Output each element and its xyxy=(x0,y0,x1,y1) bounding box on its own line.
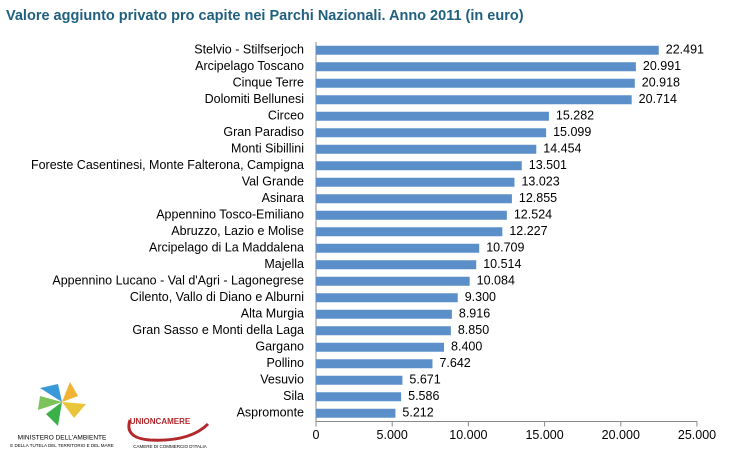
x-tick-label: 15.000 xyxy=(525,428,563,442)
logo-text: CAMERE DI COMMERCIO D'ITALIA xyxy=(133,444,207,449)
y-tick-label: Stelvio - Stilfserjoch xyxy=(194,43,304,57)
y-tick-label: Asinara xyxy=(262,191,304,205)
value-label: 15.099 xyxy=(553,125,591,139)
value-label: 13.501 xyxy=(529,158,567,172)
y-tick-label: Cilento, Vallo di Diano e Alburni xyxy=(130,290,304,304)
bar xyxy=(316,342,445,352)
bar xyxy=(316,111,549,121)
value-label: 12.524 xyxy=(514,208,552,222)
value-label: 13.023 xyxy=(521,175,559,189)
ministry-logo: MINISTERO DELL'AMBIENTE E DELLA TUTELA D… xyxy=(10,382,114,448)
bar xyxy=(316,161,522,171)
logo-shape xyxy=(40,384,62,402)
y-tick-label: Cinque Terre xyxy=(233,76,304,90)
logo-shape xyxy=(127,419,210,442)
y-tick-label: Monti Sibillini xyxy=(231,142,304,156)
bar xyxy=(316,95,632,105)
y-tick-label: Gran Paradiso xyxy=(223,125,304,139)
x-tick-label: 5.000 xyxy=(377,428,408,442)
y-tick-label: Arcipelago Toscano xyxy=(195,59,304,73)
bar xyxy=(316,392,402,402)
x-tick-label: 25.000 xyxy=(678,428,716,442)
value-label: 8.400 xyxy=(451,340,482,354)
y-tick-label: Gargano xyxy=(255,340,304,354)
logo-text: E DELLA TUTELA DEL TERRITORIO E DEL MARE xyxy=(10,443,113,448)
y-tick-label: Val Grande xyxy=(242,175,304,189)
value-label: 10.084 xyxy=(477,274,515,288)
y-tick-label: Gran Sasso e Monti della Laga xyxy=(132,323,304,337)
value-label: 8.850 xyxy=(458,323,489,337)
value-label: 12.855 xyxy=(519,191,557,205)
x-tick-label: 20.000 xyxy=(602,428,640,442)
bar xyxy=(316,309,452,319)
value-label: 20.991 xyxy=(643,59,681,73)
y-tick-label: Vesuvio xyxy=(260,373,304,387)
bar xyxy=(316,45,659,55)
y-tick-label: Aspromonte xyxy=(237,406,304,420)
y-tick-label: Sila xyxy=(283,389,304,403)
y-tick-label: Circeo xyxy=(268,109,304,123)
y-tick-label: Abruzzo, Lazio e Molise xyxy=(171,224,304,238)
bar xyxy=(316,276,470,286)
x-tick-label: 10.000 xyxy=(449,428,487,442)
bar xyxy=(316,326,451,336)
logo-shape xyxy=(38,396,62,410)
value-label: 7.642 xyxy=(439,356,470,370)
bar xyxy=(316,144,537,154)
value-label: 8.916 xyxy=(459,307,490,321)
y-tick-label: Appennino Lucano - Val d'Agri - Lagonegr… xyxy=(52,274,304,288)
bar xyxy=(316,260,477,270)
bar xyxy=(316,375,403,385)
y-tick-label: Majella xyxy=(264,257,304,271)
value-label: 5.671 xyxy=(409,373,440,387)
bar xyxy=(316,177,515,187)
x-tick-label: 0 xyxy=(313,428,320,442)
bar xyxy=(316,78,635,88)
y-tick-label: Arcipelago di La Maddalena xyxy=(149,241,304,255)
value-label: 20.918 xyxy=(642,76,680,90)
y-tick-label: Pollino xyxy=(266,356,304,370)
bar xyxy=(316,359,433,369)
value-label: 9.300 xyxy=(465,290,496,304)
chart-title: Valore aggiunto privato pro capite nei P… xyxy=(6,8,524,24)
y-tick-label: Alta Murgia xyxy=(241,307,304,321)
logo-shape xyxy=(62,382,78,402)
value-label: 20.714 xyxy=(639,92,677,106)
value-label: 12.227 xyxy=(509,224,547,238)
value-label: 14.454 xyxy=(543,142,581,156)
value-label: 5.212 xyxy=(402,406,433,420)
bar xyxy=(316,194,512,204)
logo-text: MINISTERO DELL'AMBIENTE xyxy=(18,435,107,442)
logo-shape xyxy=(46,402,62,426)
value-label: 5.586 xyxy=(408,389,439,403)
value-label: 10.709 xyxy=(486,241,524,255)
bar xyxy=(316,243,480,253)
value-label: 22.491 xyxy=(666,43,704,57)
y-tick-label: Foreste Casentinesi, Monte Falterona, Ca… xyxy=(31,158,304,172)
bar xyxy=(316,62,636,72)
logo-text: UNIONCAMERE xyxy=(130,417,191,426)
bar xyxy=(316,293,458,303)
y-tick-label: Appennino Tosco-Emiliano xyxy=(156,208,304,222)
unioncamere-logo: UNIONCAMERE CAMERE DI COMMERCIO D'ITALIA xyxy=(127,417,210,449)
bar xyxy=(316,210,507,220)
bar xyxy=(316,227,503,237)
value-label: 10.514 xyxy=(483,257,521,271)
bar xyxy=(316,408,396,418)
value-label: 15.282 xyxy=(556,109,594,123)
y-tick-label: Dolomiti Bellunesi xyxy=(205,92,304,106)
bar xyxy=(316,128,547,138)
logo-shape xyxy=(62,402,86,418)
